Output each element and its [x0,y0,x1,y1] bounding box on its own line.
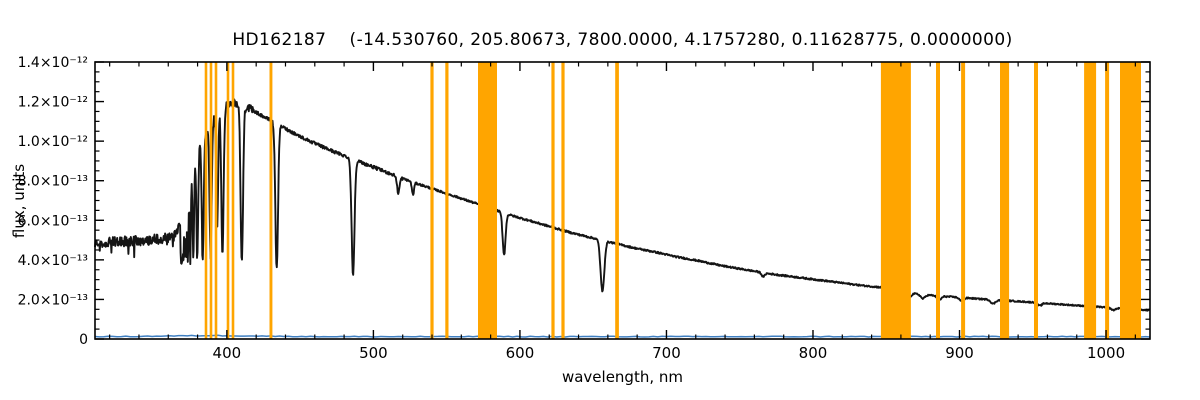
spectrum-line [94,97,1151,312]
plot-frame [94,61,1151,340]
masked-band [1105,62,1110,339]
masked-band [1000,62,1010,339]
y-tick-label: 2.0×10⁻¹³ [18,292,88,308]
masked-band [1034,62,1038,339]
masked-band [226,62,230,339]
y-tick-label: 0 [79,332,88,348]
masked-band [209,62,213,339]
y-tick-label: 8.0×10⁻¹³ [18,174,88,190]
masked-band [214,62,218,339]
masked-band [478,62,497,339]
masked-band [615,62,619,339]
masked-band [231,62,235,339]
masked-band [551,62,555,339]
y-tick-label: 4.0×10⁻¹³ [18,253,88,269]
masked-band [1120,62,1141,339]
y-tick-label: 1.0×10⁻¹² [18,134,88,150]
x-tick-label: 700 [652,344,681,362]
x-axis-label: wavelength, nm [561,368,684,386]
y-tick-label: 1.2×10⁻¹² [18,95,88,111]
masked-band [880,62,911,339]
masked-band [961,62,966,339]
masked-band [204,62,208,339]
x-tick-label: 1000 [1087,344,1125,362]
error-line [94,334,1151,338]
masked-band [269,62,273,339]
x-tick-label: 400 [213,344,242,362]
masked-band [936,62,940,339]
masked-band [561,62,565,339]
masked-band [445,62,449,339]
x-tick-label: 800 [799,344,828,362]
masked-band [430,62,434,339]
y-tick-label: 6.0×10⁻¹³ [18,213,88,229]
masked-band [1084,62,1097,339]
y-tick-label: 1.4×10⁻¹² [18,55,88,71]
x-tick-label: 500 [359,344,388,362]
x-tick-label: 600 [506,344,535,362]
y-axis-label: flux, units [10,163,28,239]
plot-title: HD162187 (-14.530760, 205.80673, 7800.00… [232,30,1013,50]
x-tick-label: 900 [945,344,974,362]
